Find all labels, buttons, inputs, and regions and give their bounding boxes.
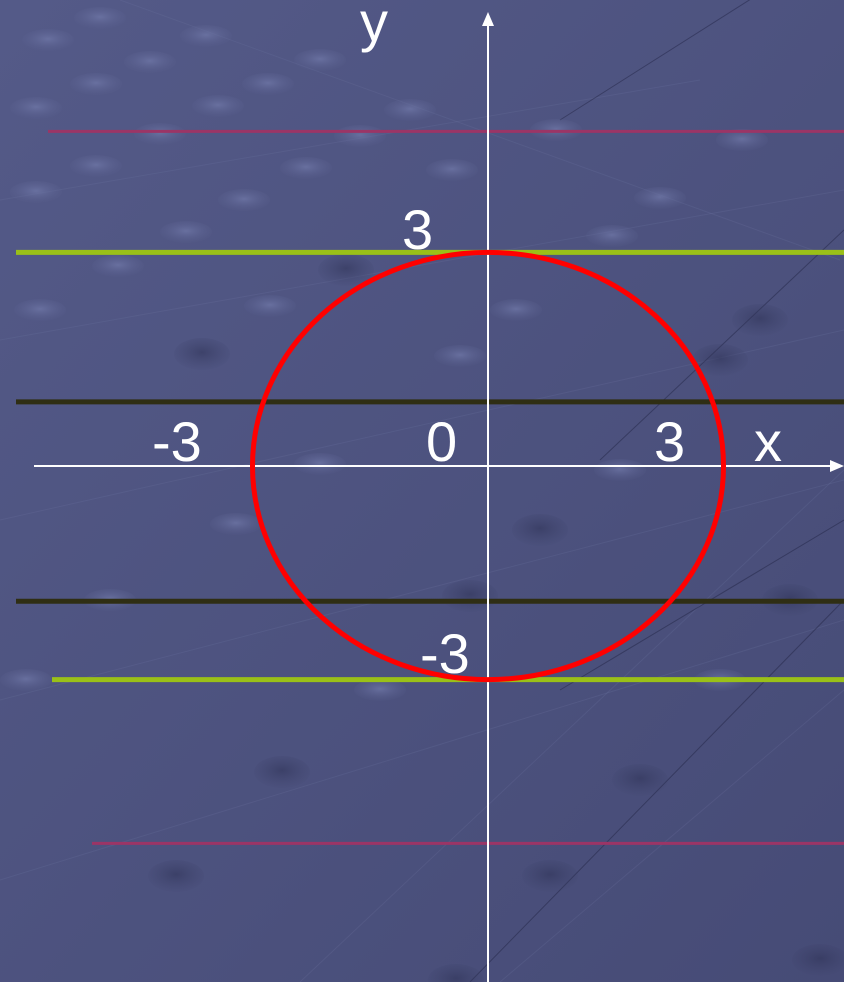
pattern-dot (180, 25, 232, 47)
pattern-dot (692, 344, 748, 376)
pattern-dot (354, 679, 406, 701)
pattern-dot (634, 187, 686, 209)
pattern-dot (426, 159, 478, 181)
circle-group (250, 249, 726, 683)
pattern-dot (792, 944, 844, 976)
pattern-line (0, 619, 844, 881)
pattern-dot (716, 129, 768, 151)
pattern-dot (74, 7, 126, 29)
axes (34, 12, 844, 982)
pattern-line (0, 479, 844, 701)
x-axis-arrow (830, 460, 844, 472)
pattern-dot (512, 514, 568, 546)
pattern-dot (244, 295, 296, 317)
circle (250, 249, 726, 683)
tick-label-origin: 0 (426, 410, 458, 473)
pattern-dot (124, 51, 176, 73)
pattern-dot (334, 125, 386, 147)
pattern-dot (612, 764, 668, 796)
pattern-dot (732, 304, 788, 336)
y-axis-label: y (360, 0, 388, 53)
pattern-dot (174, 338, 230, 370)
pattern-line (499, 689, 844, 982)
pattern-dot (242, 73, 294, 95)
pattern-line (0, 189, 844, 341)
pattern-dot (192, 95, 244, 117)
pattern-dot (70, 155, 122, 177)
pattern-dot (0, 669, 52, 691)
pattern-dot (428, 964, 484, 982)
pattern-dot (10, 181, 62, 203)
horizontal-lines (16, 129, 844, 845)
pattern-dot (148, 860, 204, 892)
pattern-dot (384, 99, 436, 121)
pattern-dot (10, 97, 62, 119)
x-axis-label: x (754, 410, 782, 473)
pattern-dot (280, 157, 332, 179)
pattern-dot (294, 49, 346, 71)
pattern-dot (254, 756, 310, 788)
pattern-dot (134, 123, 186, 145)
pattern-dot (434, 345, 486, 367)
pattern-dot (160, 221, 212, 243)
tick-label-y-neg: -3 (420, 622, 470, 685)
pattern-dot (294, 453, 346, 475)
tick-label-x-neg: -3 (152, 410, 202, 473)
pattern-dot (22, 29, 74, 51)
pattern-dot (586, 225, 638, 247)
pattern-dot (442, 580, 498, 612)
tick-label-x-pos: 3 (654, 410, 686, 473)
pattern-dot (218, 189, 270, 211)
pattern-line (559, 519, 844, 691)
pattern-line (299, 469, 844, 982)
pattern-dot (318, 254, 374, 286)
pattern-dot (522, 860, 578, 892)
y-axis-arrow (482, 12, 494, 26)
tick-label-y-pos: 3 (402, 198, 434, 261)
pattern-dot (490, 299, 542, 321)
pattern-dot (92, 255, 144, 277)
pattern-dot (70, 73, 122, 95)
pattern-dot (594, 459, 646, 481)
pattern-line (559, 0, 751, 121)
pattern-dot (210, 513, 262, 535)
pattern-dot (14, 299, 66, 321)
